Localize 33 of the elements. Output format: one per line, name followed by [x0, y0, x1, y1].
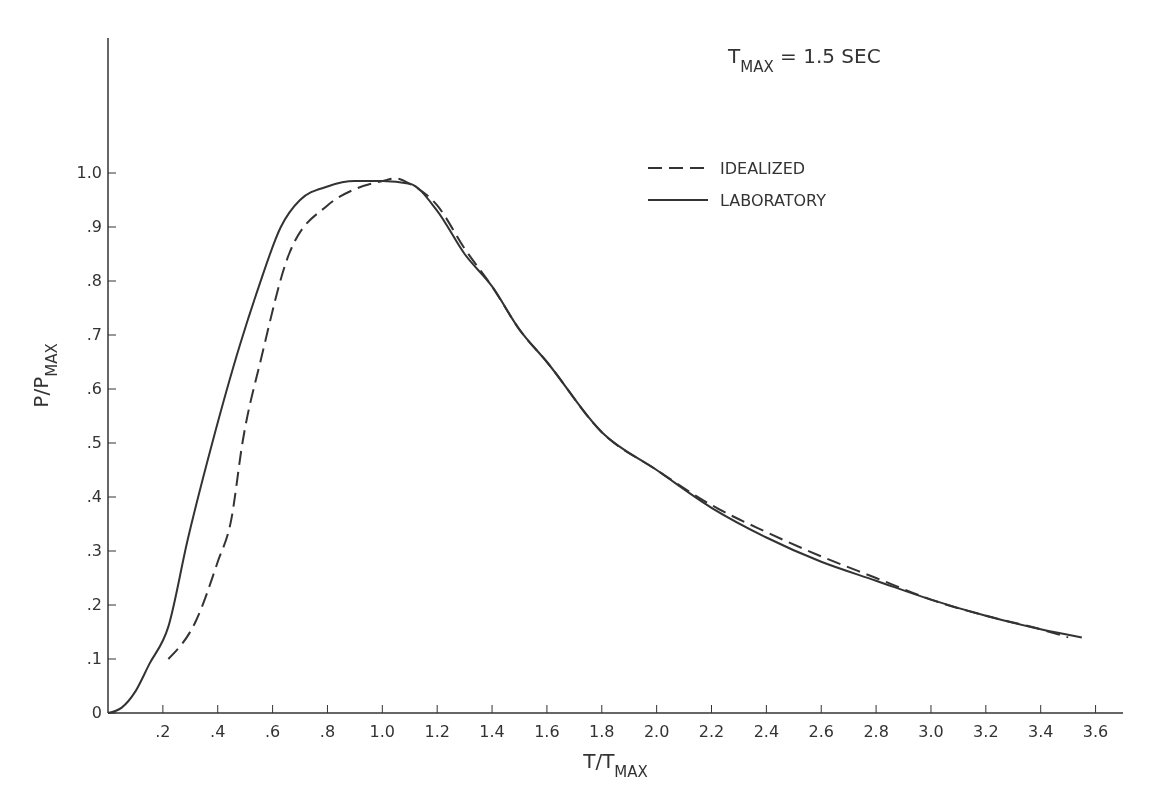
y-tick-label: .1	[86, 649, 102, 668]
x-tick-label: 1.6	[534, 722, 560, 741]
y-tick-label: .4	[86, 487, 102, 506]
y-tick-label: .8	[86, 271, 102, 290]
x-tick-label: 1.4	[479, 722, 505, 741]
y-tick-label: .2	[86, 595, 102, 614]
x-axis-title: T/T$_{MAX}$	[582, 749, 648, 781]
legend-label: IDEALIZED	[720, 159, 806, 178]
x-tick-label: .4	[210, 722, 226, 741]
y-tick-label: 1.0	[76, 163, 102, 182]
x-tick-label: 2.2	[698, 722, 725, 741]
x-tick-label: 1.2	[424, 722, 450, 741]
y-tick-label: .3	[86, 541, 102, 560]
x-tick-label: .6	[264, 722, 281, 741]
x-tick-label: .2	[155, 722, 171, 741]
y-tick-label: .6	[86, 379, 102, 398]
x-tick-label: 2.6	[808, 722, 834, 741]
y-tick-label: 0	[91, 703, 102, 722]
x-tick-label: 3.6	[1082, 722, 1109, 741]
y-tick-label: .7	[86, 325, 102, 344]
x-tick-label: 3.2	[973, 722, 999, 741]
x-tick-label: 2.4	[753, 722, 780, 741]
x-tick-label: .8	[319, 722, 336, 741]
x-tick-label: 1.8	[589, 722, 615, 741]
x-tick-label: 2.8	[863, 722, 889, 741]
x-tick-label: 1.0	[369, 722, 396, 741]
annotation: T$_{MAX}$ = 1.5 SEC	[727, 44, 881, 76]
y-tick-label: .9	[86, 217, 102, 236]
x-tick-label: 2.0	[643, 722, 670, 741]
x-tick-label: 3.4	[1027, 722, 1054, 741]
x-tick-label: 3.0	[918, 722, 944, 741]
legend-label: LABORATORY	[720, 191, 827, 210]
y-tick-label: .5	[86, 433, 102, 452]
